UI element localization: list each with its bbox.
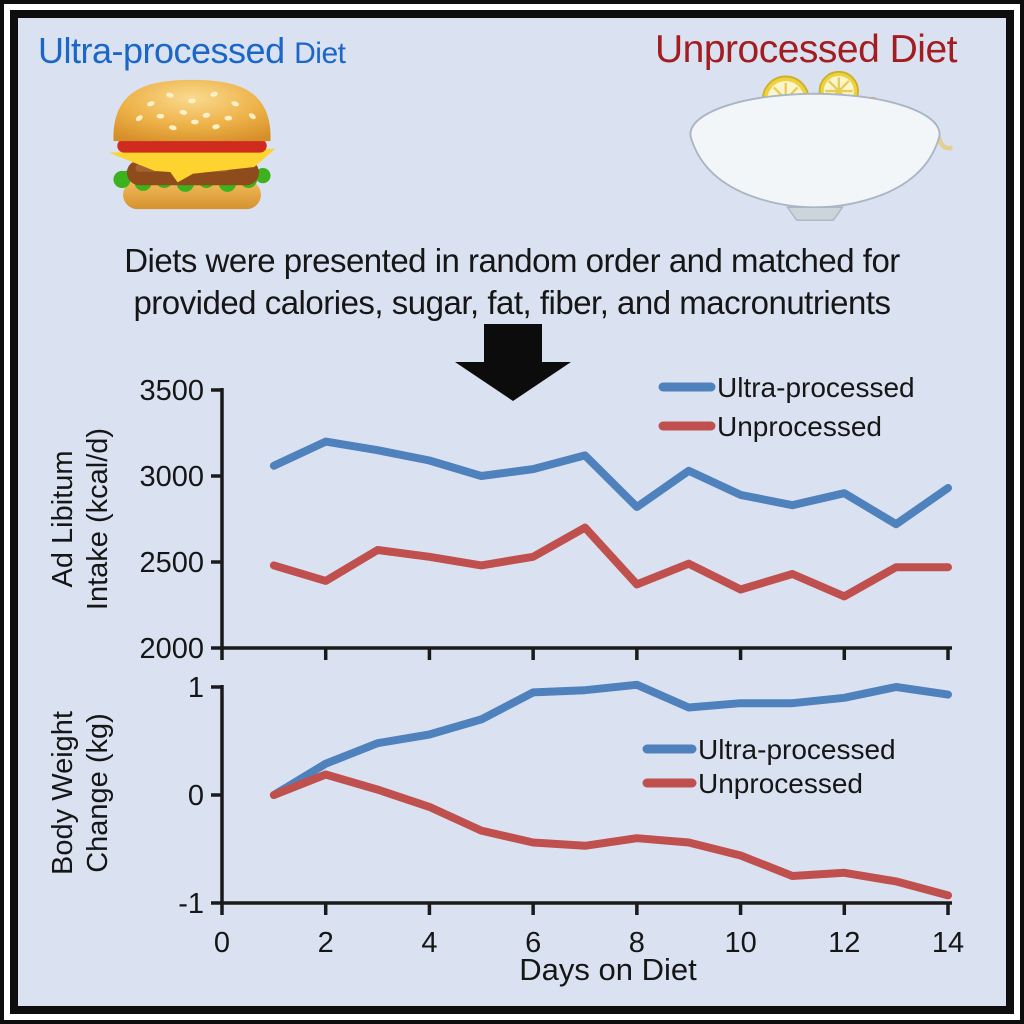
salmon-bowl-icon — [689, 70, 953, 221]
unprocessed-legend-label: Unprocessed — [698, 768, 863, 799]
y-tick-label: 3500 — [139, 375, 204, 407]
y-tick-label: -1 — [178, 888, 204, 920]
ultra-processed-diet-title: Ultra-processed Diet — [38, 30, 346, 73]
unprocessed-diet-title: Unprocessed Diet — [655, 28, 957, 71]
ultra-processed-legend-label: Ultra-processed — [698, 734, 896, 765]
x-tick-label: 6 — [525, 927, 541, 959]
y-tick-label: 0 — [188, 780, 204, 812]
x-tick-label: 14 — [932, 927, 964, 959]
description-text: Diets were presented in random order and… — [0, 240, 1024, 324]
y-axis-title-line-2: Intake (kcal/d) — [82, 428, 114, 610]
ultra-processed-legend-label: Ultra-processed — [717, 372, 915, 403]
cheese-slice — [108, 148, 276, 183]
top-bun — [113, 79, 271, 142]
unprocessed-line — [269, 770, 952, 900]
x-tick-label: 2 — [318, 927, 334, 959]
ultra-processed-title-suffix: Diet — [294, 37, 346, 70]
description-line-2: provided calories, sugar, fat, fiber, an… — [133, 284, 891, 321]
x-tick-label: 8 — [629, 927, 645, 959]
ultra-processed-line — [269, 680, 952, 799]
intake-chart: 2000 2500 3000 3500 Ad Libitum Intake (kcal/d… — [47, 372, 952, 665]
burger-icon — [108, 79, 276, 210]
unprocessed-line — [269, 523, 952, 601]
bowl-body — [689, 92, 941, 209]
y-axis-title-line-1: Ad Libitum — [47, 450, 79, 587]
bowl-foot — [786, 206, 844, 221]
y-tick-label: 2500 — [139, 547, 204, 579]
x-tick-label: 10 — [724, 927, 756, 959]
x-tick-label: 12 — [828, 927, 860, 959]
tomato-slice — [117, 139, 267, 153]
x-tick-label: 0 — [214, 927, 230, 959]
y-tick-label: 1 — [188, 672, 204, 704]
x-axis-title: Days on Diet — [519, 952, 697, 987]
y-tick-label: 3000 — [139, 461, 204, 493]
description-line-1: Diets were presented in random order and… — [124, 242, 900, 279]
y-tick-label: 2000 — [139, 633, 204, 665]
ultra-processed-title-main: Ultra-processed — [38, 30, 285, 71]
sesame-seeds — [135, 91, 256, 131]
x-tick-label: 4 — [421, 927, 437, 959]
y-axis-title-line-2: Change (kg) — [82, 713, 114, 873]
unprocessed-legend-label: Unprocessed — [717, 411, 882, 442]
y-axis-title-line-1: Body Weight — [47, 711, 79, 875]
down-block-arrow-icon — [455, 324, 571, 401]
ultra-processed-line — [269, 437, 952, 529]
